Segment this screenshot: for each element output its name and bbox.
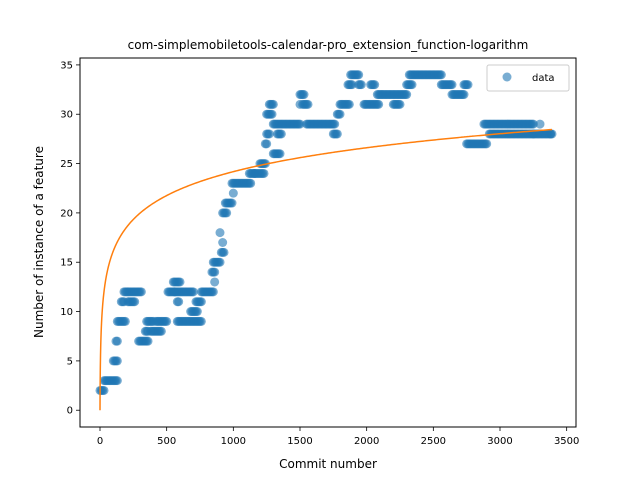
y-tick-label: 20 xyxy=(60,208,73,219)
data-point xyxy=(436,70,446,80)
data-point xyxy=(330,119,340,129)
data-point xyxy=(228,188,238,198)
data-point xyxy=(215,257,225,267)
data-point xyxy=(482,139,492,149)
data-point xyxy=(262,139,272,149)
data-point xyxy=(267,109,277,119)
data-point xyxy=(402,90,412,100)
y-tick-label: 15 xyxy=(60,258,73,269)
fit-line xyxy=(99,128,553,411)
x-tick-label: 0 xyxy=(97,436,103,447)
data-point xyxy=(162,316,172,326)
y-tick-label: 30 xyxy=(60,110,73,121)
x-axis-ticks: 0 500 1000 1500 2000 2500 3000 3500 xyxy=(97,427,579,447)
data-point xyxy=(112,376,122,386)
data-point xyxy=(354,70,364,80)
x-tick-label: 1500 xyxy=(287,436,312,447)
y-tick-label: 10 xyxy=(60,307,73,318)
x-tick-label: 1000 xyxy=(221,436,246,447)
data-point xyxy=(210,277,220,287)
y-tick-label: 35 xyxy=(60,60,73,71)
legend-label-data: data xyxy=(532,73,555,84)
x-tick-label: 2500 xyxy=(421,436,446,447)
data-point xyxy=(276,129,286,139)
x-tick-label: 500 xyxy=(157,436,176,447)
plot-area xyxy=(95,70,557,411)
data-point xyxy=(219,247,229,257)
y-axis-label: Number of instance of a feature xyxy=(32,146,46,338)
y-tick-label: 5 xyxy=(67,356,73,367)
data-point xyxy=(463,80,473,90)
chart-title: com-simplemobiletools-calendar-pro_exten… xyxy=(128,38,529,52)
legend-marker-data xyxy=(502,72,512,82)
x-tick-label: 3000 xyxy=(487,436,512,447)
data-point xyxy=(356,80,366,90)
data-point xyxy=(275,149,285,159)
data-point xyxy=(374,99,384,109)
data-point xyxy=(268,99,278,109)
data-point xyxy=(175,277,185,287)
data-point xyxy=(215,228,225,238)
data-point xyxy=(344,99,354,109)
data-point xyxy=(347,80,357,90)
x-axis-label: Commit number xyxy=(279,457,377,471)
plot-frame xyxy=(79,57,577,428)
x-tick-label: 3500 xyxy=(554,436,579,447)
data-point xyxy=(174,297,184,307)
y-tick-label: 0 xyxy=(67,406,73,417)
data-point xyxy=(130,297,140,307)
data-point xyxy=(528,119,538,129)
data-point xyxy=(210,267,220,277)
y-tick-label: 25 xyxy=(60,159,73,170)
legend-box xyxy=(486,64,570,92)
data-point xyxy=(196,297,206,307)
data-point xyxy=(407,80,417,90)
y-axis-ticks: 0 5 10 15 20 25 30 35 xyxy=(60,60,80,417)
data-point xyxy=(295,99,305,109)
data-point xyxy=(222,208,232,218)
data-point xyxy=(136,287,146,297)
fit-line-layer xyxy=(99,128,553,411)
data-point xyxy=(120,316,130,326)
data-point xyxy=(196,316,206,326)
data-point xyxy=(99,385,109,395)
data-point xyxy=(259,168,269,178)
data-point xyxy=(535,119,545,129)
data-point xyxy=(246,178,256,188)
data-point xyxy=(264,129,274,139)
data-point xyxy=(370,80,380,90)
data-point xyxy=(332,129,342,139)
data-point xyxy=(335,109,345,119)
data-point xyxy=(208,287,218,297)
x-tick-label: 2000 xyxy=(354,436,379,447)
data-point xyxy=(303,99,313,109)
data-point xyxy=(143,336,153,346)
data-point xyxy=(546,129,556,139)
data-point xyxy=(112,356,122,366)
data-point xyxy=(112,336,122,346)
data-point xyxy=(227,198,237,208)
legend: data xyxy=(486,64,570,92)
data-point xyxy=(295,119,305,129)
data-point xyxy=(447,80,457,90)
data-point xyxy=(156,326,166,336)
data-point xyxy=(188,287,198,297)
data-point xyxy=(192,307,202,317)
data-points xyxy=(95,70,557,395)
data-point xyxy=(299,90,309,100)
data-point xyxy=(218,238,228,247)
data-point xyxy=(459,90,469,100)
data-point xyxy=(395,99,405,109)
